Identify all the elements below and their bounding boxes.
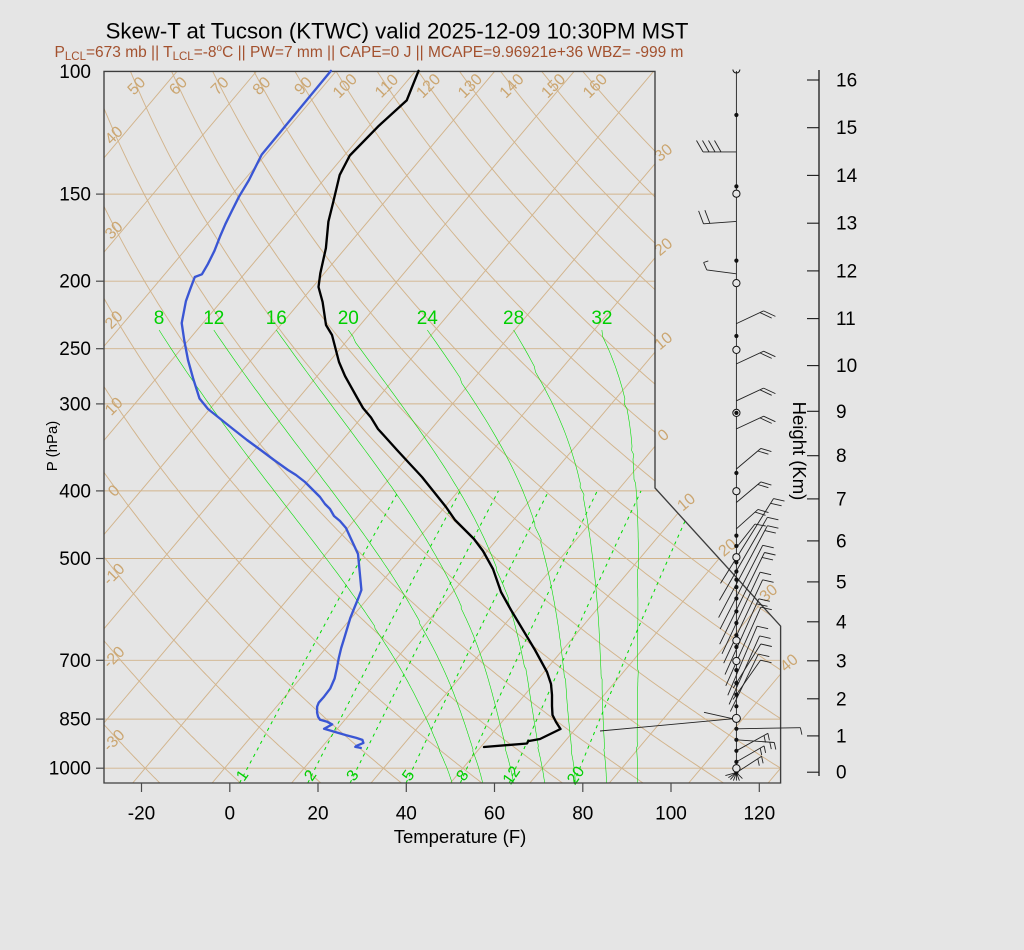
svg-text:150: 150 [59, 185, 91, 206]
svg-text:0: 0 [836, 763, 847, 784]
svg-text:4: 4 [836, 612, 847, 633]
svg-text:40: 40 [396, 804, 417, 825]
svg-text:Height (Km): Height (Km) [789, 402, 810, 501]
svg-text:20: 20 [307, 804, 328, 825]
svg-text:20: 20 [338, 308, 359, 329]
svg-text:11: 11 [836, 309, 856, 330]
svg-text:120: 120 [743, 804, 775, 825]
svg-text:500: 500 [59, 549, 91, 570]
svg-text:100: 100 [59, 62, 91, 83]
svg-text:12: 12 [836, 261, 857, 282]
svg-text:PLCL=673 mb || TLCL=-8oC || PW: PLCL=673 mb || TLCL=-8oC || PW=7 mm || C… [55, 43, 684, 63]
svg-text:5: 5 [836, 572, 847, 593]
svg-text:6: 6 [836, 531, 847, 552]
svg-text:100: 100 [655, 804, 687, 825]
svg-text:16: 16 [836, 71, 857, 92]
svg-text:13: 13 [836, 214, 857, 235]
svg-text:300: 300 [59, 394, 91, 415]
svg-text:400: 400 [59, 481, 91, 502]
svg-text:15: 15 [836, 118, 857, 139]
svg-text:16: 16 [266, 308, 287, 329]
svg-text:28: 28 [503, 308, 524, 329]
svg-text:80: 80 [572, 804, 593, 825]
svg-text:8: 8 [154, 308, 165, 329]
svg-text:250: 250 [59, 339, 91, 360]
svg-text:8: 8 [836, 446, 847, 467]
svg-text:60: 60 [484, 804, 505, 825]
svg-text:1000: 1000 [49, 759, 91, 780]
svg-text:3: 3 [836, 651, 847, 672]
svg-text:9: 9 [836, 402, 847, 423]
svg-text:850: 850 [59, 710, 91, 731]
svg-text:2: 2 [836, 689, 847, 710]
svg-text:0: 0 [225, 804, 236, 825]
svg-text:14: 14 [836, 166, 858, 187]
svg-text:1: 1 [836, 726, 847, 747]
svg-text:32: 32 [591, 308, 612, 329]
svg-text:12: 12 [203, 308, 224, 329]
svg-text:24: 24 [417, 308, 439, 329]
svg-text:-20: -20 [128, 804, 155, 825]
svg-text:700: 700 [59, 651, 91, 672]
svg-text:10: 10 [836, 356, 857, 377]
svg-text:7: 7 [836, 489, 847, 510]
svg-text:P (hPa): P (hPa) [44, 421, 61, 472]
svg-text:Skew-T at Tucson (KTWC) valid: Skew-T at Tucson (KTWC) valid 2025-12-09… [106, 19, 689, 44]
svg-text:Temperature (F): Temperature (F) [394, 826, 527, 847]
svg-text:200: 200 [59, 272, 91, 293]
